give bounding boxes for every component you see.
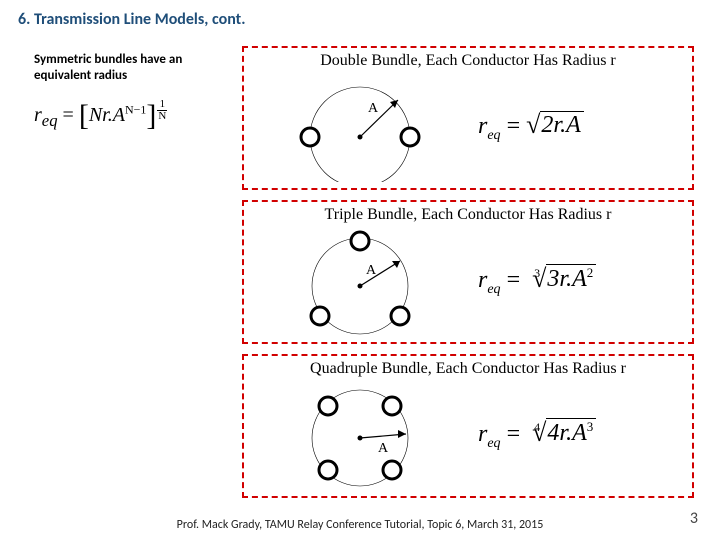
panel-triple: Triple Bundle, Each Conductor Has Radius… [242,200,694,344]
equation-triple: req = 3√3r.A2 [478,264,686,298]
panel-quadruple: Quadruple Bundle, Each Conductor Has Rad… [242,354,694,498]
equation-quadruple: req = 4√4r.A3 [478,418,686,452]
double-bundle-diagram: A [250,72,470,182]
panel-title: Double Bundle, Each Conductor Has Radius… [250,52,686,70]
page-number: 3 [690,509,698,528]
footer-text: Prof. Mack Grady, TAMU Relay Conference … [0,518,720,532]
quadruple-bundle-diagram: A [250,380,470,490]
svg-text:A: A [368,101,379,116]
general-formula: req = [Nr.AN−1]1N [34,95,224,131]
page-title: 6. Transmission Line Models, cont. [18,10,702,29]
left-column: Symmetric bundles have an equivalent rad… [34,52,224,131]
svg-text:A: A [366,263,377,278]
panel-title: Triple Bundle, Each Conductor Has Radius… [250,206,686,224]
svg-text:A: A [378,441,389,456]
subtitle: Symmetric bundles have an equivalent rad… [34,52,224,83]
panel-title: Quadruple Bundle, Each Conductor Has Rad… [250,360,686,378]
panels-container: Double Bundle, Each Conductor Has Radius… [242,46,694,508]
triple-bundle-diagram: A [250,226,470,336]
panel-double: Double Bundle, Each Conductor Has Radius… [242,46,694,190]
equation-double: req = √2r.A [478,110,686,144]
